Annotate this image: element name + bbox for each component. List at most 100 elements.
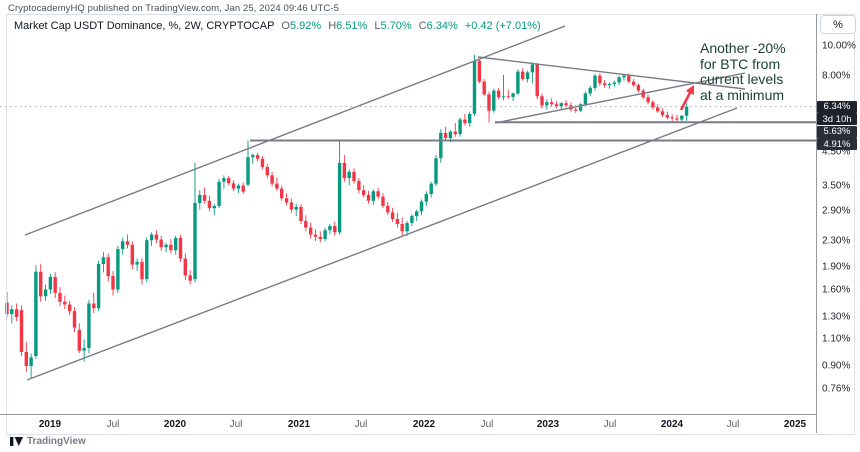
- candle: [96, 260, 101, 312]
- candle: [554, 101, 559, 109]
- ohlc-values: O5.92% H6.51% L5.70% C6.34%: [274, 20, 457, 32]
- time-tick: 2019: [38, 419, 62, 430]
- price-tick: 1.90%: [822, 261, 851, 273]
- channel-lower[interactable]: [26, 107, 738, 381]
- candle: [617, 75, 621, 86]
- price-tick: 1.60%: [822, 284, 851, 295]
- candle: [10, 305, 14, 324]
- price-tick: 1.30%: [822, 311, 851, 323]
- candle: [116, 246, 120, 293]
- candle: [72, 307, 77, 333]
- ohlc-value: 6.51%: [336, 20, 368, 32]
- candle: [5, 292, 9, 318]
- candle: [463, 113, 467, 126]
- time-tick: 2023: [536, 419, 560, 430]
- candle: [429, 181, 433, 198]
- candle: [207, 195, 212, 212]
- candle: [381, 193, 385, 209]
- candle: [101, 252, 106, 273]
- candle: [631, 79, 636, 87]
- price-tick: 10.00%: [822, 40, 856, 52]
- price-tick: 2.90%: [822, 205, 851, 216]
- triangle-upper[interactable]: [477, 56, 746, 90]
- price-level-badge: 4.91%: [817, 138, 857, 151]
- candle: [212, 203, 216, 216]
- candle: [583, 91, 588, 106]
- price-tick: 0.90%: [822, 360, 851, 372]
- candle: [477, 60, 482, 84]
- candle: [275, 177, 279, 191]
- candle: [487, 91, 491, 123]
- ohlc-label: O: [281, 20, 290, 32]
- change-value: +0.42 (+7.01%): [464, 20, 541, 32]
- tradingview-logo[interactable]: TradingView: [10, 436, 86, 447]
- up-arrow[interactable]: [679, 85, 694, 111]
- triangle-lower[interactable]: [494, 72, 746, 124]
- tradingview-logo-text: TradingView: [27, 436, 86, 447]
- candle: [251, 153, 255, 164]
- candle: [227, 176, 231, 186]
- candle: [19, 305, 24, 356]
- time-tick: Jul: [480, 419, 494, 430]
- ohlc-label: H: [328, 20, 337, 32]
- candle: [612, 80, 616, 87]
- candle: [87, 299, 91, 354]
- tradingview-logo-icon: [10, 437, 23, 446]
- candle: [405, 221, 409, 236]
- candle: [111, 271, 115, 296]
- candle: [521, 68, 525, 81]
- candle: [159, 235, 163, 251]
- candle: [294, 203, 298, 217]
- candle: [453, 123, 457, 137]
- candle: [651, 100, 655, 110]
- channel-upper[interactable]: [24, 25, 566, 236]
- candle: [58, 287, 62, 307]
- candle: [145, 237, 149, 283]
- candle: [410, 214, 414, 226]
- candle: [280, 185, 284, 201]
- candle: [496, 87, 501, 100]
- candle: [530, 62, 535, 84]
- candle: [419, 199, 424, 216]
- time-tick: Jul: [229, 419, 243, 430]
- chart-canvas[interactable]: [0, 0, 816, 414]
- candle: [24, 341, 28, 372]
- candle: [188, 270, 192, 285]
- candle: [106, 253, 110, 282]
- candle: [149, 232, 154, 246]
- price-unit-button[interactable]: %: [820, 15, 856, 34]
- candle: [362, 184, 366, 198]
- candle: [299, 204, 303, 224]
- candle: [260, 156, 265, 170]
- candle: [670, 114, 674, 123]
- candle: [289, 198, 294, 213]
- candle: [535, 63, 539, 100]
- time-axis[interactable]: 2019 Jul 2020 Jul 2021 Jul 2022 Jul 2023 Jul 2024 J…: [0, 414, 816, 434]
- candle: [333, 222, 337, 236]
- candle: [578, 103, 583, 113]
- candle: [39, 263, 43, 302]
- candle: [482, 79, 486, 97]
- candle: [424, 191, 428, 206]
- candle: [540, 93, 544, 109]
- time-tick: Jul: [354, 419, 368, 430]
- candle: [309, 222, 313, 239]
- candle: [352, 168, 356, 184]
- candle: [121, 237, 125, 255]
- candle: [675, 115, 679, 122]
- candle: [53, 272, 57, 299]
- candle: [656, 104, 660, 113]
- price-axis[interactable]: % 10.00% 8.00% 4.50% 3.50% 2.90% 2.30% 1.90% 1.…: [816, 0, 860, 414]
- candle: [222, 175, 226, 189]
- candle: [501, 74, 506, 101]
- candle: [255, 152, 260, 162]
- ohlc-label: C: [418, 20, 427, 32]
- candle: [434, 155, 438, 187]
- symbol-legend[interactable]: Market Cap USDT Dominance, %, 2W, CRYPTO…: [14, 20, 541, 32]
- annotation-note[interactable]: Another -20% for BTC from current levels…: [700, 40, 786, 103]
- bar-countdown-badge: 3d 10h: [817, 113, 857, 126]
- candle: [304, 215, 308, 232]
- candle: [660, 108, 665, 118]
- annotation-line: Another -20%: [700, 40, 786, 56]
- price-tick: 3.50%: [822, 180, 851, 191]
